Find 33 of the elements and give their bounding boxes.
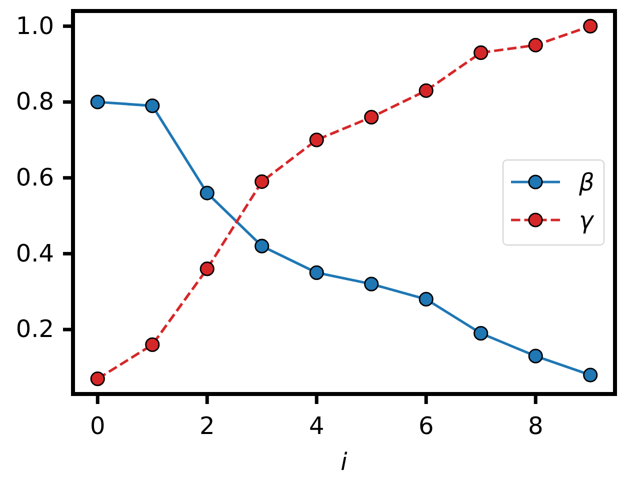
point	[418, 292, 434, 306]
point	[474, 45, 488, 60]
x-tick-label: 4	[308, 412, 324, 440]
legend-label: β	[578, 168, 594, 196]
point	[145, 98, 160, 114]
point	[474, 326, 488, 341]
point	[583, 368, 598, 382]
x-tick-label: 0	[90, 412, 106, 440]
point	[90, 94, 105, 110]
point	[200, 262, 214, 276]
y-tick-label: 0.2	[16, 315, 54, 344]
point	[254, 174, 270, 189]
point	[528, 348, 543, 364]
point	[309, 132, 324, 148]
x-tick-label: 8	[528, 412, 544, 440]
point	[145, 337, 160, 352]
point	[364, 110, 379, 124]
y-tick-label: 0.4	[16, 239, 54, 268]
point	[364, 276, 379, 292]
x-tick-label: 2	[199, 412, 215, 440]
point	[200, 186, 214, 200]
point	[528, 38, 543, 52]
legend-label: γ	[579, 206, 595, 234]
x-tick-label: 6	[418, 412, 434, 440]
y-tick-label: 0.6	[16, 164, 54, 192]
y-tick-label: 0.8	[16, 88, 54, 116]
y-tick-label: 1.0	[16, 12, 54, 40]
point	[583, 18, 598, 34]
point	[309, 265, 324, 280]
point	[90, 372, 105, 386]
point	[254, 238, 270, 254]
x-axis-title: i	[340, 448, 348, 476]
point	[418, 83, 434, 98]
